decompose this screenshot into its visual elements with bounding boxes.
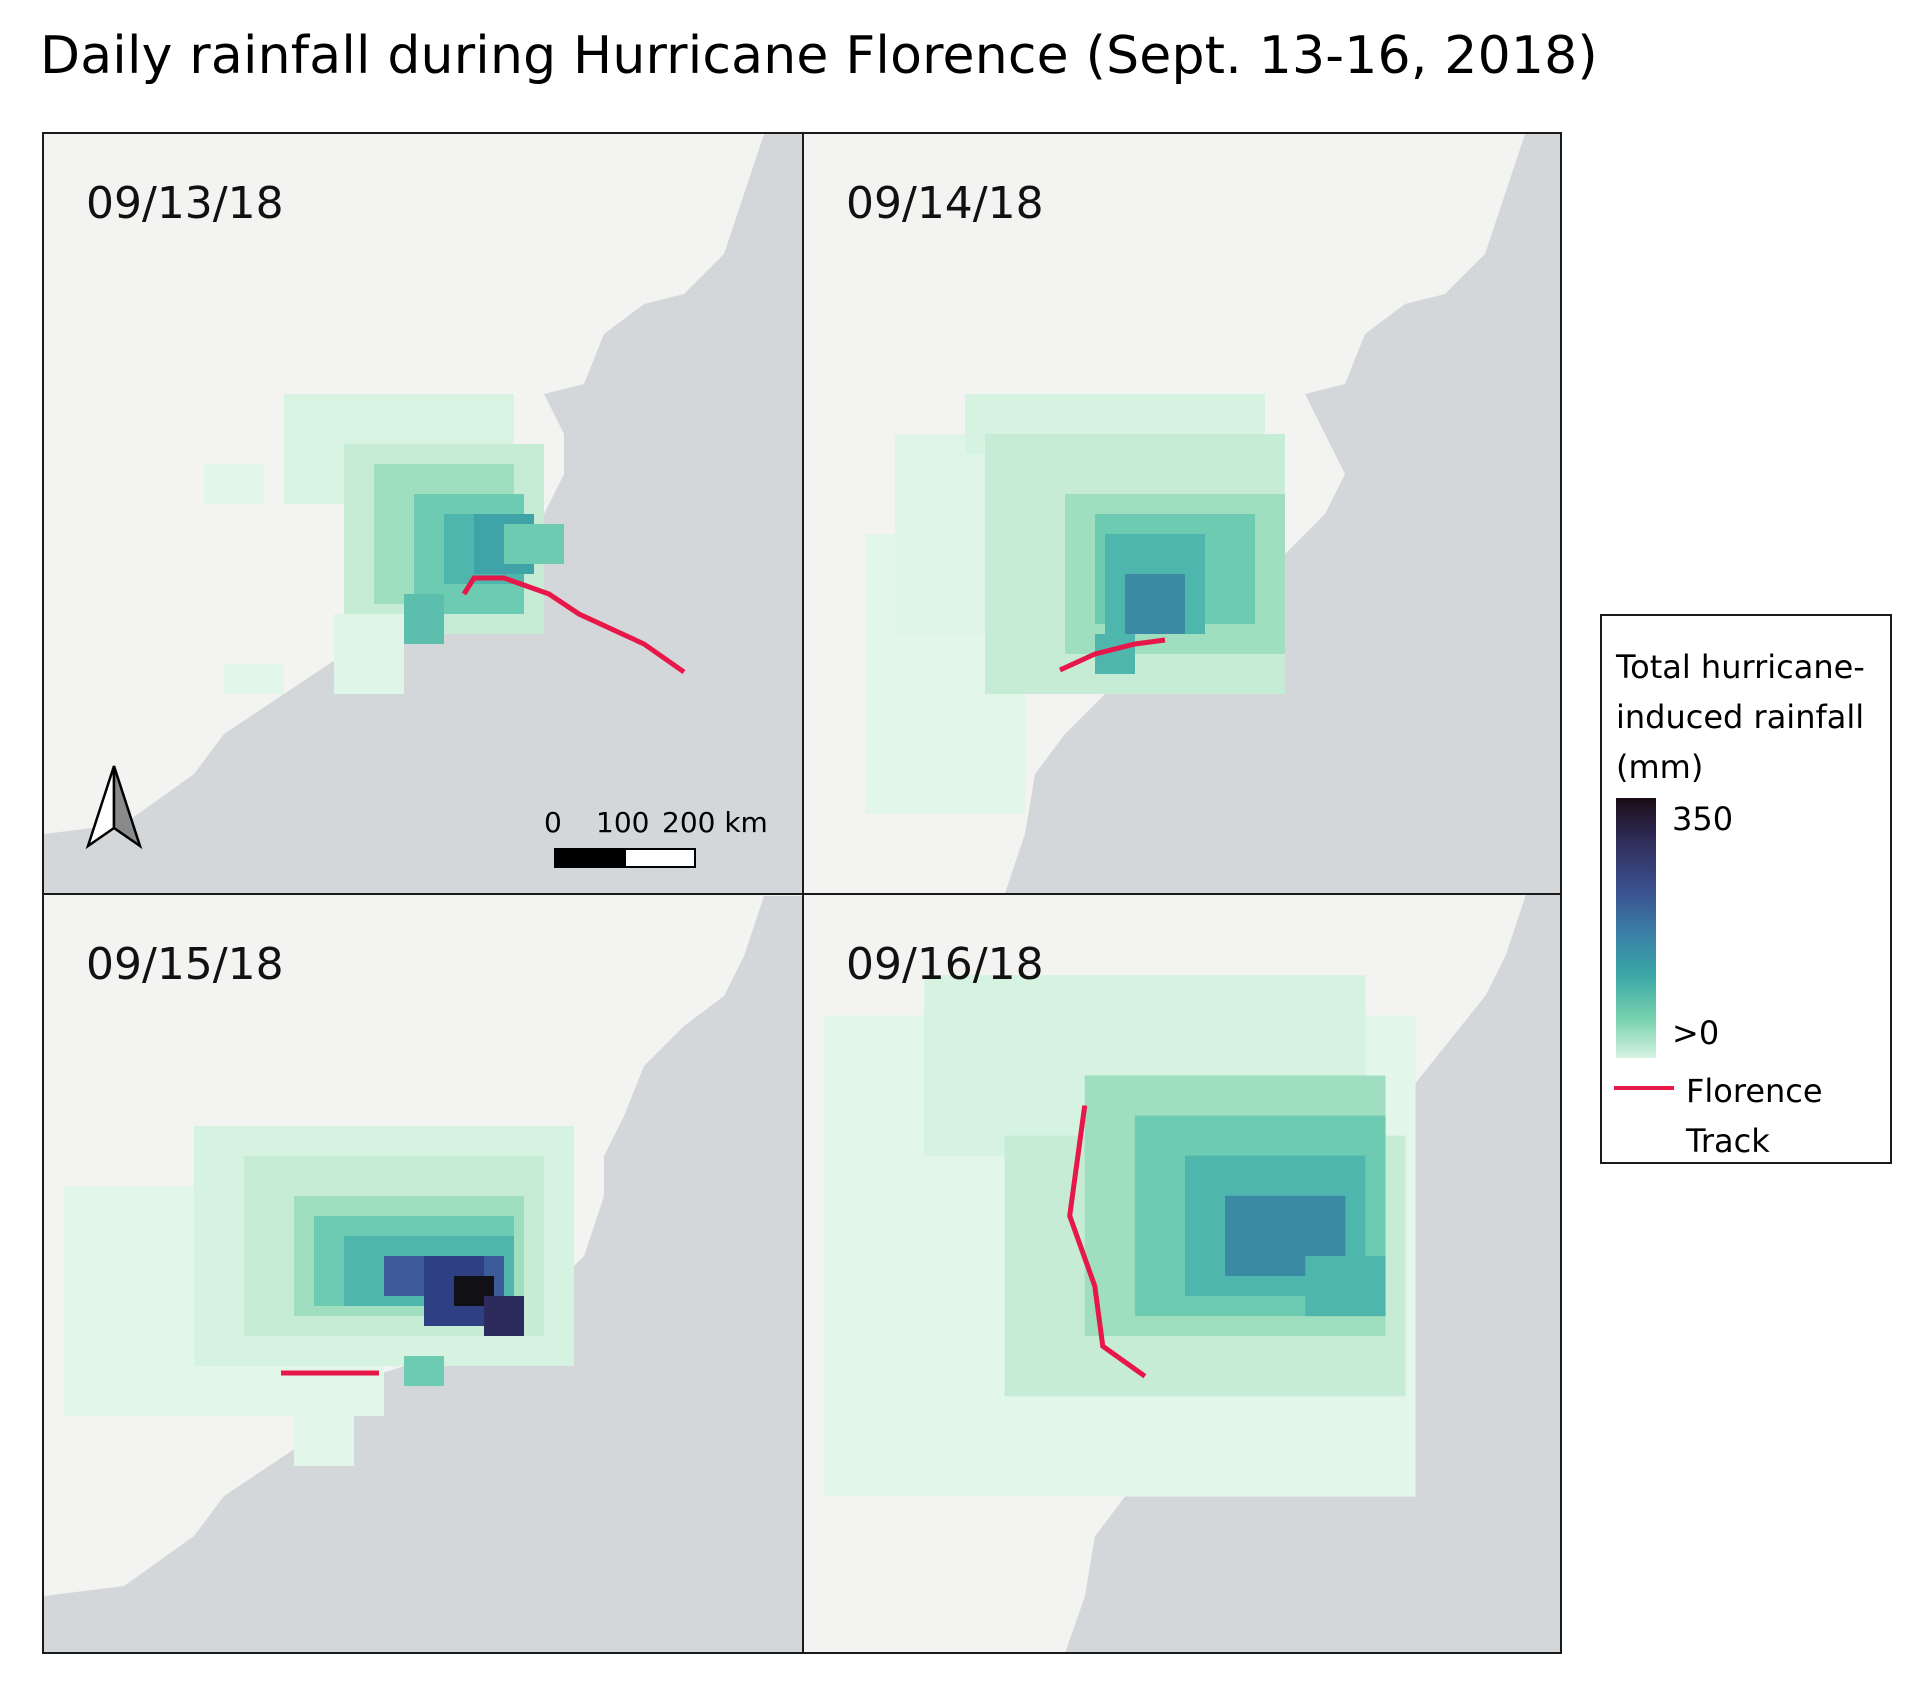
panel-date: 09/13/18: [86, 178, 284, 229]
track-label: Florence Track: [1686, 1072, 1823, 1160]
basemap-0916: [824, 895, 1560, 1652]
scale-label-200: 200 km: [662, 806, 768, 839]
legend-title: Total hurricane-induced rainfall (mm): [1616, 648, 1865, 786]
legend-max-label: 350: [1672, 800, 1734, 838]
scale-bar-black: [554, 848, 626, 868]
basemap-0913: [44, 134, 802, 893]
map-panel-0913: 09/13/18 0 100 200 km: [44, 134, 804, 895]
basemap-0914: [865, 134, 1560, 893]
legend-box: Total hurricane-induced rainfall (mm) 35…: [1600, 614, 1892, 1164]
rainfall-grid-0913: [204, 394, 564, 694]
panel-date: 09/15/18: [86, 939, 284, 990]
basemap-0915: [44, 896, 802, 1652]
figure-title: Daily rainfall during Hurricane Florence…: [40, 26, 1598, 86]
map-panel-0916: 09/16/18: [804, 895, 1560, 1652]
ocean-area: [1005, 134, 1560, 893]
scale-bar: 0 100 200 km: [544, 806, 768, 868]
ocean-area: [44, 896, 802, 1652]
map-panel-0914: 09/14/18: [804, 134, 1560, 895]
ocean-area: [44, 134, 802, 893]
map-grid: 09/13/18 0 100 200 km: [42, 132, 1562, 1654]
map-panel-0915: 09/15/18: [44, 895, 804, 1652]
florence-track-0916: [1067, 1105, 1147, 1379]
legend-min-label: >0: [1672, 1014, 1720, 1052]
florence-track-0914: [1058, 637, 1166, 673]
panel-date: 09/14/18: [846, 178, 1044, 229]
north-arrow-icon: [84, 764, 144, 854]
rainfall-grid-0914: [865, 394, 1285, 814]
color-ramp: [1616, 798, 1656, 1058]
scale-label-0: 0: [544, 806, 562, 839]
track-swatch: [1614, 1086, 1674, 1090]
rainfall-grid-0916: [824, 975, 1416, 1497]
florence-track-0913: [461, 575, 686, 675]
rainfall-grid-0915: [64, 1126, 574, 1466]
scale-label-100: 100: [596, 806, 650, 839]
scale-bar-white: [624, 848, 696, 868]
panel-date: 09/16/18: [846, 939, 1044, 990]
